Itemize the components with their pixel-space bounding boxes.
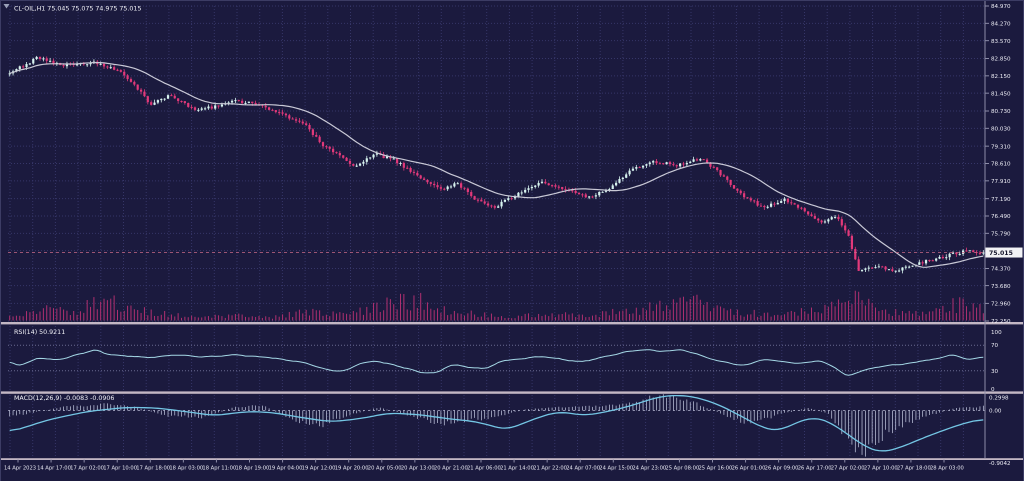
price-axis-label: 80.030 [991, 127, 1011, 133]
time-axis-label: 21 Apr 06:00 [467, 466, 501, 472]
price-axis-label: 74.370 [991, 267, 1011, 273]
price-axis-label: 83.570 [991, 39, 1011, 45]
price-axis-label: 75.790 [991, 232, 1011, 238]
pane-separator[interactable] [0, 322, 1024, 325]
macd-axis-label: 0.00 [989, 408, 1002, 414]
macd-signal-line [9, 394, 984, 452]
quick-trade-arrow-icon[interactable] [3, 4, 10, 9]
price-axis-label: 73.680 [991, 284, 1011, 290]
chart-title: CL-OIL,H1 75.045 75.075 74.975 75.015 [14, 6, 141, 13]
time-axis-label: 26 Apr 01:00 [732, 466, 766, 472]
time-axis-label: 21 Apr 22:00 [533, 466, 567, 472]
time-axis-label: 24 Apr 23:00 [632, 466, 666, 472]
grid [8, 5, 985, 457]
time-axis-label: 20 Apr 21:00 [434, 466, 468, 472]
price-axis-label: 81.450 [991, 91, 1011, 97]
time-axis-label: 18 Apr 19:00 [236, 466, 270, 472]
price-axis-label: 84.970 [991, 4, 1011, 10]
time-axis-label: 28 Apr 03:00 [930, 466, 964, 472]
time-axis-label: 24 Apr 15:00 [599, 466, 633, 472]
time-axis-label: 14 Apr 17:00 [37, 466, 71, 472]
price-axis-label: 82.150 [991, 74, 1011, 80]
current-price-value: 75.015 [989, 250, 1013, 257]
time-axis-label: 17 Apr 10:00 [103, 466, 137, 472]
time-axis-label: 19 Apr 20:00 [335, 466, 369, 472]
time-axis-label: 26 Apr 09:00 [765, 466, 799, 472]
current-price-tag [985, 247, 1023, 258]
macd-indicator-label: MACD(12,26,9) -0.0083 -0.0906 [14, 395, 114, 402]
candlestick-series [8, 55, 985, 274]
time-axis-label: 25 Apr 16:00 [699, 466, 733, 472]
price-axis-label: 76.490 [991, 214, 1011, 220]
ma-line [9, 61, 984, 268]
price-axis-label: 82.850 [991, 57, 1011, 63]
time-axis-label: 27 Apr 10:00 [864, 466, 898, 472]
price-axis-label: 77.190 [991, 197, 1011, 203]
rsi-line [9, 349, 984, 376]
macd-histogram [9, 394, 984, 457]
macd-axis-label: 0.2998 [989, 396, 1009, 402]
price-axis-label: 77.910 [991, 179, 1011, 185]
time-axis-label: 18 Apr 11:00 [202, 466, 236, 472]
time-axis-label: 20 Apr 13:00 [401, 466, 435, 472]
time-axis-label: 17 Apr 02:00 [70, 466, 104, 472]
volume-series [9, 290, 984, 321]
price-axis-label: 78.610 [991, 162, 1011, 168]
pane-separators[interactable] [0, 322, 1024, 460]
time-axis-label: 27 Apr 18:00 [897, 466, 931, 472]
time-axis-label: 18 Apr 03:00 [169, 466, 203, 472]
pane-separator[interactable] [0, 391, 1024, 394]
time-axis-label: 25 Apr 08:00 [665, 466, 699, 472]
rsi-axis-label: 0 [991, 387, 995, 393]
time-axis-label: 14 Apr 2023 [4, 466, 36, 472]
rsi-axis-label: 100 [991, 330, 1002, 336]
time-axis: 14 Apr 2023 14 Apr 17:00 17 Apr 02:00 17 Ap… [4, 459, 964, 472]
macd-axis-label: -0.9042 [989, 461, 1011, 467]
time-axis-label: 27 Apr 02:00 [831, 466, 865, 472]
rsi-axis-label: 70 [991, 343, 999, 349]
time-axis-label: 19 Apr 12:00 [302, 466, 336, 472]
time-axis-label: 21 Apr 14:00 [500, 466, 534, 472]
rsi-indicator-label: RSI(14) 50.9211 [14, 329, 65, 336]
price-axis-label: 79.310 [991, 144, 1011, 150]
current-price-marker: 75.015 [8, 247, 1023, 258]
time-axis-label: 19 Apr 04:00 [269, 466, 303, 472]
time-axis-label: 20 Apr 05:00 [368, 466, 402, 472]
price-axis-label: 80.730 [991, 109, 1011, 115]
price-axis: 84.970 84.270 83.570 82.850 82.150 81.450 80.7… [984, 0, 1011, 467]
chart-overlay: CL-OIL,H1 75.045 75.075 74.975 75.015 RS… [3, 4, 141, 402]
price-axis-label: 84.270 [991, 22, 1011, 28]
price-axis-label: 72.250 [991, 319, 1011, 325]
time-axis-label: 24 Apr 07:00 [566, 466, 600, 472]
rsi-axis-label: 30 [991, 369, 999, 375]
price-axis-label: 72.960 [991, 302, 1011, 308]
time-axis-label: 17 Apr 18:00 [136, 466, 170, 472]
time-axis-label: 26 Apr 17:00 [798, 466, 832, 472]
pane-separator[interactable] [0, 458, 1024, 460]
